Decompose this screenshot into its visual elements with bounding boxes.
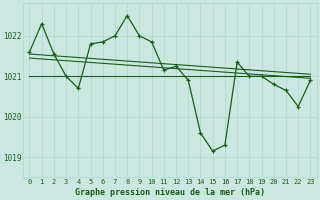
X-axis label: Graphe pression niveau de la mer (hPa): Graphe pression niveau de la mer (hPa) bbox=[75, 188, 265, 197]
